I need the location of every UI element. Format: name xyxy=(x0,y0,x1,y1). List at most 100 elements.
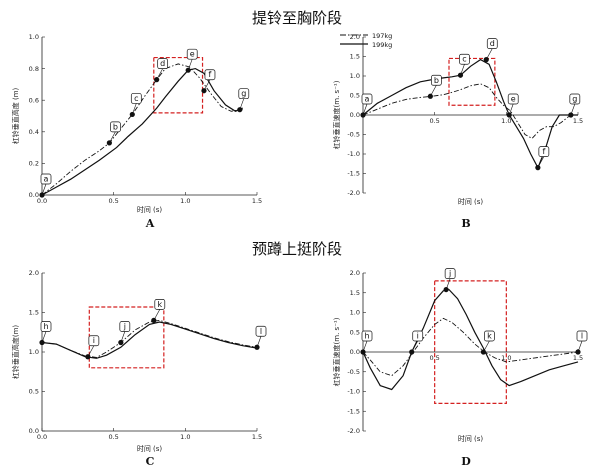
panel-d-point-label-h: h xyxy=(364,332,369,341)
panel-c-point-label-l: l xyxy=(260,327,262,336)
panel-a-point-label-e: e xyxy=(190,50,195,59)
panel-d-point-label-i: i xyxy=(417,332,419,341)
panel-a-point-d xyxy=(154,77,160,83)
panel-d-point-leader-k xyxy=(483,340,490,353)
panel-c-x-tick-label: 1.5 xyxy=(252,433,262,441)
panel-c-point-label-k: k xyxy=(157,300,162,309)
panel-d-point-label-k: k xyxy=(487,332,492,341)
panel-c-chart: 0.0 0.5 1.0 1.5 2.0 0.0 0.5 1.0 1.5 时间 (s) 杠铃垂直高度(… xyxy=(11,269,267,468)
panel-a-point-label-b: b xyxy=(113,122,118,131)
panel-b-y-tick-label: -2.0 xyxy=(347,189,360,197)
panel-a-point-label-box-c xyxy=(130,93,142,104)
panel-d-point-leader-h xyxy=(362,340,368,353)
panel-d-point-leader-l xyxy=(577,340,583,353)
panel-b-y-tick-label: 1.0 xyxy=(350,72,360,80)
panel-a-point-label-c: c xyxy=(134,94,138,103)
panel-a-x-tick-label: 0.0 xyxy=(37,197,47,205)
panel-b-x-axis-label: 时间 (s) xyxy=(458,197,484,206)
chart-panels: 0.0 0.2 0.4 0.6 0.8 1.0 0.0 0.5 1.0 1.5 时间 (s) 杠铃垂直… xyxy=(11,33,588,468)
panel-b-point-label-b: b xyxy=(434,76,439,85)
panel-a-x-axis-label: 时间 (s) xyxy=(137,205,163,214)
panel-d-point-label-l: l xyxy=(581,332,583,341)
panel-a-point-c xyxy=(129,111,135,118)
panel-a-y-tick-label: 0.2 xyxy=(29,160,39,168)
panel-b-point-label-g: g xyxy=(572,95,577,104)
panel-a-chart: 0.0 0.2 0.4 0.6 0.8 1.0 0.0 0.5 1.0 1.5 时间 (s) 杠铃垂直… xyxy=(11,33,262,230)
panel-a-series-197kg xyxy=(41,63,243,196)
panel-b-y-tick-label: -1.0 xyxy=(347,150,360,158)
panel-c-series-199kg xyxy=(41,321,258,359)
panel-b-series-199kg xyxy=(362,58,578,170)
panel-d-y-axis-label: 杠铃垂直速度(m. s⁻¹) xyxy=(332,317,341,386)
panel-b-point-label-c: c xyxy=(462,55,466,64)
panel-d-x-tick-label: 1.5 xyxy=(573,354,583,362)
panel-b-y-tick-label: 2.0 xyxy=(350,33,360,41)
panel-b-point-label-box-f xyxy=(538,146,550,157)
panel-a-point-leader-f xyxy=(203,79,211,91)
panel-d-series-199kg xyxy=(362,288,579,391)
panel-c-x-axis-label: 时间 (s) xyxy=(137,444,163,453)
panel-a-point-leader-d xyxy=(156,68,163,80)
panel-c-point-label-box-j xyxy=(119,321,131,332)
panel-a-highlight-box xyxy=(153,56,204,114)
panel-c-y-tick-label: 1.5 xyxy=(29,309,39,317)
bottom-section-title: 预蹲上挺阶段 xyxy=(252,240,342,258)
panel-a-y-tick-label: 0.8 xyxy=(29,65,39,73)
panel-a-point-leader-b xyxy=(109,131,116,144)
panel-b-point-d xyxy=(483,57,489,63)
panel-d-point-label-box-h xyxy=(361,330,373,342)
panel-b-point-leader-c xyxy=(460,64,465,76)
panel-b-y-tick-label: 1.5 xyxy=(350,53,360,61)
panel-d-y-tick-label: -1.0 xyxy=(347,388,360,396)
panel-d-x-axis-label: 时间 (s) xyxy=(458,434,484,443)
panel-b-point-leader-e xyxy=(508,103,514,116)
panel-b-point-leader-a xyxy=(362,103,368,116)
panel-b-x-tick-label: 1.0 xyxy=(501,117,511,125)
panel-c-x-tick-label: 0.5 xyxy=(108,433,118,441)
panel-d-panel-letter: D xyxy=(461,455,471,468)
panel-b-point-label-box-b xyxy=(431,74,442,86)
panel-c-y-tick-label: 1.0 xyxy=(29,348,39,356)
panel-a-series-199kg xyxy=(41,67,243,196)
panel-c-point-leader-k xyxy=(153,309,161,321)
panel-a-point-f xyxy=(201,88,207,94)
panel-d-y-tick-label: -0.5 xyxy=(347,368,360,376)
panel-b-series-197kg xyxy=(362,83,573,139)
panel-b-y-tick-label: -0.5 xyxy=(347,131,360,139)
panel-a-point-label-box-d xyxy=(157,58,169,70)
panel-c-panel-letter: C xyxy=(146,455,155,468)
panel-c-point-label-box-i xyxy=(88,335,100,347)
panel-a-y-tick-label: 1.0 xyxy=(29,33,39,41)
panel-c-series-197kg xyxy=(41,319,258,358)
panel-c-y-axis-label: 杠铃垂直高度(m) xyxy=(11,325,20,380)
panel-b-y-tick-label: -1.5 xyxy=(347,170,360,178)
panel-a-point-e xyxy=(185,67,191,73)
panel-b-chart: 2.0 1.5 1.0 0.5 0.0 -0.5 -1.0 -1.5 -2.0 0.5 1.0 1.5… xyxy=(332,33,583,230)
panel-c-point-leader-h xyxy=(41,331,47,343)
panel-a-point-label-g: g xyxy=(241,89,246,98)
panel-a-point-label-a: a xyxy=(44,175,49,184)
legend-label-197kg: 197kg xyxy=(372,32,392,40)
panel-d-x-tick-label: 0.5 xyxy=(429,354,439,362)
panel-d-point-label-box-l xyxy=(576,330,588,342)
panel-c-point-label-h: h xyxy=(43,322,48,331)
legend: 197kg 199kg xyxy=(340,32,392,49)
panel-b-panel-letter: B xyxy=(461,217,470,230)
panel-d-y-tick-label: 0.0 xyxy=(350,348,360,356)
panel-c-point-leader-i xyxy=(87,345,95,357)
panel-a-point-leader-g xyxy=(239,98,245,110)
panel-d-x-tick-label: 1.0 xyxy=(501,354,511,362)
panel-c-y-tick-label: 0.5 xyxy=(29,388,39,396)
panel-a-point-g xyxy=(237,107,243,113)
panel-a-point-leader-e xyxy=(187,59,193,71)
panel-a-panel-letter: A xyxy=(145,217,155,230)
panel-a-x-tick-label: 1.0 xyxy=(180,197,190,205)
panel-b-point-label-f: f xyxy=(542,147,545,156)
panel-a-y-tick-label: 0.4 xyxy=(29,128,39,136)
panel-b-point-leader-g xyxy=(570,103,576,116)
panel-c-highlight-box xyxy=(88,306,165,369)
panel-d-point-leader-j xyxy=(445,278,451,290)
panel-c-point-k xyxy=(151,317,157,323)
legend-label-199kg: 199kg xyxy=(372,41,392,49)
